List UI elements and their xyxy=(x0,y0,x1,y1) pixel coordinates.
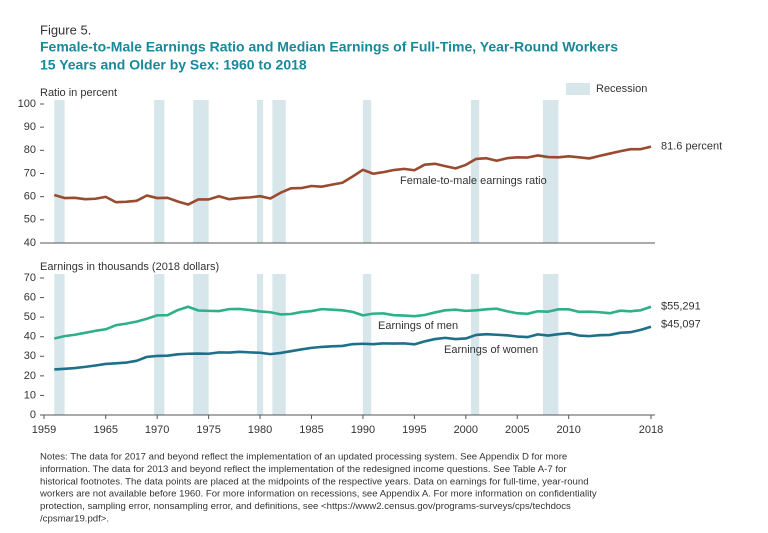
legend-swatch xyxy=(566,83,590,95)
recession-band xyxy=(154,274,165,415)
y-tick-label: 30 xyxy=(24,350,36,362)
recession-band xyxy=(542,274,559,415)
x-tick-label: 1965 xyxy=(93,424,117,436)
x-tick-label: 1980 xyxy=(248,424,272,436)
note-line: Notes: The data for 2017 and beyond refl… xyxy=(40,452,567,463)
x-tick-label: 2005 xyxy=(505,424,529,436)
note-line: protection, sampling error, nonsampling … xyxy=(40,501,571,512)
x-tick-label: 1970 xyxy=(145,424,169,436)
series-label: Earnings of men xyxy=(378,320,458,332)
series-label: Earnings of women xyxy=(444,344,538,356)
x-tick-label: 1995 xyxy=(402,424,426,436)
series-label: Female-to-male earnings ratio xyxy=(400,175,547,187)
recession-band xyxy=(272,274,286,415)
y-tick-label: 20 xyxy=(24,370,36,382)
x-tick-label: 1985 xyxy=(299,424,323,436)
x-tick-label: 1975 xyxy=(196,424,220,436)
value-label: 81.6 percent xyxy=(661,141,722,153)
note-line: historical footnotes. The data points ar… xyxy=(40,476,589,487)
value-label: $55,291 xyxy=(661,301,701,313)
recession-band xyxy=(154,100,165,243)
y-tick-label: 70 xyxy=(24,167,36,179)
recession-band xyxy=(470,100,480,243)
x-tick-label: 2018 xyxy=(639,424,663,436)
y-tick-label: 10 xyxy=(24,389,36,401)
note-line: /cpsmar19.pdf>. xyxy=(40,514,109,525)
recession-band xyxy=(470,274,480,415)
y-tick-label: 80 xyxy=(24,144,36,156)
recession-band xyxy=(272,100,286,243)
data-line xyxy=(53,145,652,206)
recession-band xyxy=(54,100,65,243)
value-label: $45,097 xyxy=(661,319,701,331)
y-tick-label: 60 xyxy=(24,291,36,303)
figure-label: Figure 5. xyxy=(40,22,91,37)
legend-label: Recession xyxy=(596,83,647,95)
y-tick-label: 0 xyxy=(30,409,36,421)
x-tick-label: 2000 xyxy=(454,424,478,436)
recession-band xyxy=(54,274,65,415)
x-tick-label: 1990 xyxy=(351,424,375,436)
y-tick-label: 40 xyxy=(24,331,36,343)
data-line xyxy=(53,305,652,340)
y-tick-label: 70 xyxy=(24,272,36,284)
title-line: Female-to-Male Earnings Ratio and Median… xyxy=(40,39,618,55)
y-tick-label: 60 xyxy=(24,191,36,203)
recession-band xyxy=(256,274,264,415)
recession-band xyxy=(193,100,209,243)
x-tick-label: 1959 xyxy=(32,424,56,436)
recession-band xyxy=(256,100,264,243)
y-axis-label: Earnings in thousands (2018 dollars) xyxy=(40,261,219,273)
y-tick-label: 50 xyxy=(24,311,36,323)
y-axis-label: Ratio in percent xyxy=(40,87,117,99)
x-tick-label: 2010 xyxy=(556,424,580,436)
recession-band xyxy=(193,274,209,415)
y-tick-label: 50 xyxy=(24,214,36,226)
note-line: information. The data for 2013 and beyon… xyxy=(40,464,567,475)
data-line xyxy=(54,325,652,371)
title-line: 15 Years and Older by Sex: 1960 to 2018 xyxy=(40,57,307,73)
y-tick-label: 90 xyxy=(24,121,36,133)
recession-band xyxy=(542,100,559,243)
note-line: workers are not available before 1960. F… xyxy=(39,489,597,500)
y-tick-label: 40 xyxy=(24,237,36,249)
y-tick-label: 100 xyxy=(18,98,36,110)
